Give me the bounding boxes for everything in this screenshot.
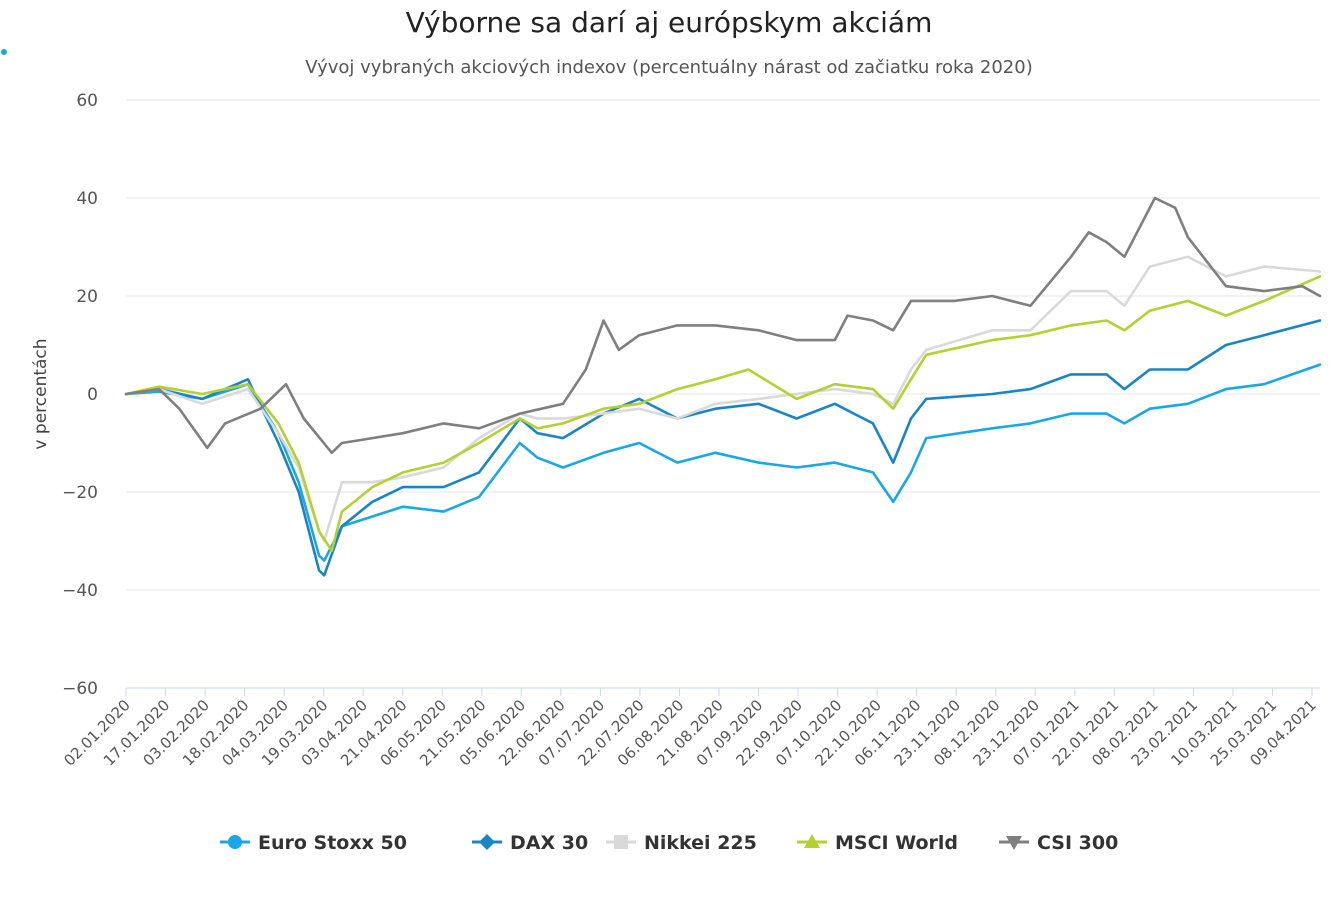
series-lines	[124, 196, 1322, 577]
y-tick-label: −40	[62, 581, 98, 601]
legend-item-euro-stoxx-50[interactable]: Euro Stoxx 50	[220, 832, 407, 854]
legend-label: MSCI World	[835, 832, 958, 854]
legend-item-dax-30[interactable]: DAX 30	[472, 832, 588, 854]
legend-marker-square-icon	[614, 835, 628, 849]
y-tick-label: −20	[62, 483, 98, 503]
legend-marker-triangle-down-icon	[1006, 836, 1022, 850]
gridlines	[126, 99, 1320, 689]
legend-item-csi-300[interactable]: CSI 300	[999, 832, 1118, 854]
legend-label: DAX 30	[510, 832, 588, 854]
context-menu-dot[interactable]	[1, 49, 7, 55]
series-line-nikkei-225[interactable]	[124, 255, 1322, 543]
series-line-dax-30[interactable]	[124, 319, 1322, 577]
legend-marker-diamond-icon	[479, 834, 495, 850]
chart-subtitle: Vývoj vybraných akciových indexov (perce…	[305, 57, 1032, 78]
y-tick-label: 60	[76, 91, 98, 111]
legend-label: Nikkei 225	[644, 832, 757, 854]
y-axis-label: v percentách	[31, 338, 51, 449]
y-tick-label: −60	[62, 679, 98, 699]
legend-marker-circle-icon	[228, 835, 242, 849]
series-line-euro-stoxx-50[interactable]	[124, 363, 1322, 562]
chart-title: Výborne sa darí aj európskym akciám	[406, 6, 933, 39]
legend-label: Euro Stoxx 50	[258, 832, 407, 854]
series-line-csi-300[interactable]	[124, 196, 1322, 455]
series-line-msci-world[interactable]	[124, 275, 1322, 553]
y-tick-label: 40	[76, 189, 98, 209]
legend-item-msci-world[interactable]: MSCI World	[797, 832, 958, 854]
y-tick-label: 20	[76, 287, 98, 307]
legend-item-nikkei-225[interactable]: Nikkei 225	[606, 832, 757, 854]
y-axis-ticks: 60 40 20 0 −20 −40 −60	[62, 91, 98, 699]
legend-label: CSI 300	[1037, 832, 1118, 854]
legend: Euro Stoxx 50 DAX 30 Nikkei 225 MSCI World C…	[220, 832, 1118, 854]
legend-marker-triangle-icon	[804, 834, 820, 848]
x-axis-ticks: 02.01.202017.01.202003.02.202018.02.2020…	[60, 688, 1320, 770]
y-tick-label: 0	[87, 385, 98, 405]
